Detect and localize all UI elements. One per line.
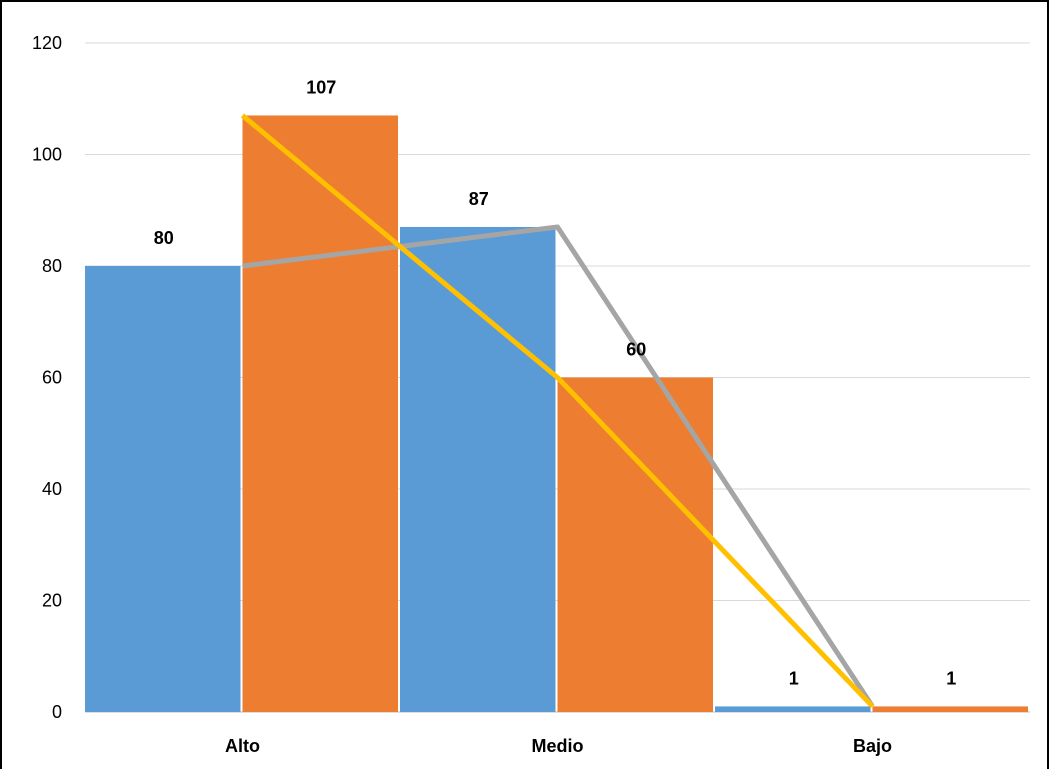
bar-series-2-alto: [242, 115, 398, 713]
y-tick-label: 120: [32, 33, 62, 53]
x-category-label: Bajo: [853, 736, 892, 756]
data-label-series-2: 60: [626, 340, 646, 360]
y-tick-label: 60: [42, 368, 62, 388]
y-tick-label: 40: [42, 479, 62, 499]
x-axis-categories: Alto Medio Bajo: [225, 736, 892, 756]
bar-series-2-medio: [557, 377, 713, 712]
bar-series-1-alto: [85, 266, 241, 712]
y-tick-label: 20: [42, 591, 62, 611]
x-category-label: Alto: [225, 736, 260, 756]
data-label-series-1: 1: [789, 668, 799, 688]
data-label-series-1: 80: [154, 228, 174, 248]
bar-series-1-medio: [400, 226, 556, 712]
data-labels: 80 87 1 107 60 1: [154, 77, 957, 688]
trend-line-1: [242, 224, 875, 708]
data-label-series-2: 107: [306, 77, 336, 97]
trend-line-2: [240, 113, 875, 709]
data-label-series-1: 87: [469, 189, 489, 209]
y-tick-label: 0: [52, 702, 62, 722]
bar-series-2-bajo: [872, 706, 1028, 712]
y-axis-ticks: 0 20 40 60 80 100 120: [32, 33, 62, 722]
y-tick-label: 80: [42, 256, 62, 276]
bar-series-1-bajo: [715, 706, 871, 712]
bars: [85, 115, 1028, 713]
lines: [240, 113, 875, 709]
x-category-label: Medio: [532, 736, 584, 756]
data-label-series-2: 1: [946, 668, 956, 688]
y-tick-label: 100: [32, 145, 62, 165]
